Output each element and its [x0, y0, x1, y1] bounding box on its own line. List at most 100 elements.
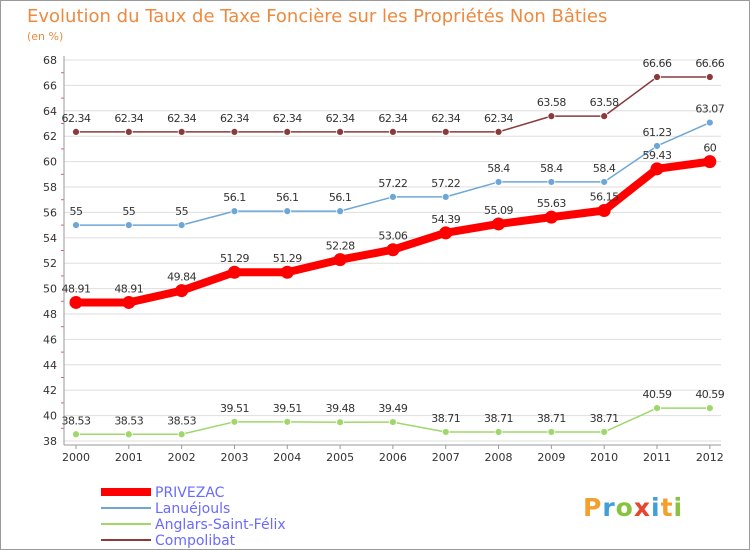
data-label: 39.48 [326, 402, 355, 415]
data-label: 39.49 [378, 402, 407, 415]
data-point [227, 265, 241, 279]
data-point [389, 193, 397, 201]
y-tick-label: 64 [43, 105, 57, 118]
legend-label: Anglars-Saint-Félix [155, 517, 286, 533]
logo-letter: P [583, 493, 603, 522]
data-label: 38.53 [167, 414, 196, 427]
proxiti-logo: Proxiti [583, 493, 683, 522]
data-point [386, 243, 400, 257]
y-tick-label: 56 [43, 206, 57, 219]
data-label: 61.23 [643, 126, 672, 139]
data-label: 56.1 [223, 191, 246, 204]
data-label: 38.53 [62, 414, 91, 427]
data-point [230, 417, 239, 426]
data-label: 38.71 [484, 412, 513, 425]
data-label: 55.63 [537, 197, 566, 210]
data-point [336, 418, 344, 427]
x-tick-label: 2009 [537, 451, 565, 464]
data-point [177, 127, 186, 136]
data-point [389, 127, 397, 136]
y-tick-label: 52 [43, 257, 57, 270]
logo-letter: x [633, 493, 651, 522]
data-point [283, 127, 292, 136]
y-tick-label: 60 [43, 156, 57, 169]
data-point [177, 430, 186, 439]
logo-letter: t [660, 493, 674, 522]
data-point [333, 253, 347, 267]
data-label: 58.4 [487, 162, 510, 175]
data-label: 62.34 [220, 112, 249, 125]
data-label: 60 [703, 142, 716, 155]
logo-letter: r [602, 493, 616, 522]
legend-label: Lanuéjouls [155, 501, 230, 517]
data-point [124, 430, 133, 439]
x-tick-label: 2007 [432, 451, 460, 464]
data-label: 62.34 [167, 112, 196, 125]
x-tick-label: 2005 [326, 451, 354, 464]
chart-title: Evolution du Taux de Taxe Foncière sur l… [27, 6, 608, 27]
data-point [705, 73, 714, 81]
data-label: 40.59 [695, 388, 724, 401]
data-label: 55 [122, 205, 135, 218]
data-label: 62.34 [484, 112, 513, 125]
data-label: 62.34 [378, 112, 407, 125]
x-tick-label: 2003 [220, 451, 248, 464]
data-label: 58.4 [540, 162, 563, 175]
data-point [122, 295, 136, 309]
data-label: 40.59 [643, 388, 672, 401]
data-label: 66.66 [643, 57, 672, 70]
data-point [492, 217, 506, 231]
x-tick-label: 2011 [643, 451, 671, 464]
data-label: 66.66 [695, 57, 724, 70]
data-point [124, 221, 133, 230]
data-label: 48.91 [62, 282, 91, 295]
y-tick-label: 48 [43, 308, 57, 321]
x-tick-label: 2006 [379, 451, 407, 464]
y-tick-label: 58 [43, 181, 57, 194]
data-point [439, 226, 453, 240]
x-tick-label: 2000 [62, 451, 90, 464]
data-point [547, 428, 556, 436]
data-point [441, 127, 450, 136]
logo-letter: i [651, 493, 661, 522]
logo-letter: o [615, 493, 634, 522]
data-point [600, 112, 609, 121]
data-label: 62.34 [62, 112, 91, 125]
x-tick-label: 2001 [115, 451, 143, 464]
data-label: 38.71 [590, 412, 619, 425]
data-point [280, 265, 294, 279]
y-tick-label: 54 [43, 232, 57, 245]
y-tick-label: 44 [43, 359, 57, 372]
x-tick-label: 2004 [273, 451, 301, 464]
data-point [72, 127, 80, 136]
y-tick-label: 40 [43, 410, 57, 423]
y-tick-label: 66 [43, 79, 57, 92]
data-label: 56.1 [329, 191, 352, 204]
data-label: 57.22 [431, 177, 460, 190]
data-point [650, 162, 664, 176]
data-point [283, 417, 292, 426]
data-point [283, 207, 292, 216]
data-label: 39.51 [273, 402, 302, 415]
data-label: 38.53 [114, 414, 143, 427]
data-label: 54.39 [431, 213, 460, 226]
data-point [600, 178, 609, 186]
data-point [703, 155, 717, 169]
data-label: 63.07 [695, 103, 724, 116]
data-label: 58.4 [593, 162, 616, 175]
data-label: 59.43 [643, 149, 672, 162]
data-point [72, 430, 80, 439]
legend-label: PRIVEZAC [155, 485, 225, 501]
data-label: 56.15 [590, 190, 619, 203]
data-label: 49.84 [167, 271, 196, 284]
data-point [389, 418, 397, 426]
data-label: 55 [175, 205, 188, 218]
data-point [653, 142, 661, 150]
data-point [336, 127, 344, 136]
data-label: 55.09 [484, 204, 513, 217]
data-label: 51.29 [273, 252, 302, 265]
chart-subtitle: (en %) [27, 30, 64, 43]
data-point [544, 210, 558, 224]
